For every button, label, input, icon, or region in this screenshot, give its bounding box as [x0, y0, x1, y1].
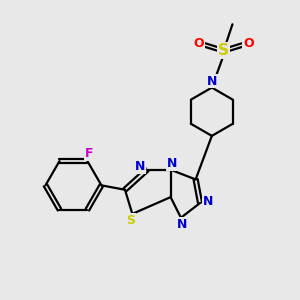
Text: S: S	[218, 43, 229, 58]
Text: S: S	[126, 214, 135, 227]
Text: N: N	[203, 195, 214, 208]
Text: O: O	[193, 37, 204, 50]
Text: N: N	[177, 218, 188, 231]
Text: N: N	[134, 160, 145, 173]
Text: N: N	[167, 157, 177, 170]
Text: N: N	[207, 75, 217, 88]
Text: O: O	[243, 37, 254, 50]
Text: F: F	[85, 147, 93, 160]
